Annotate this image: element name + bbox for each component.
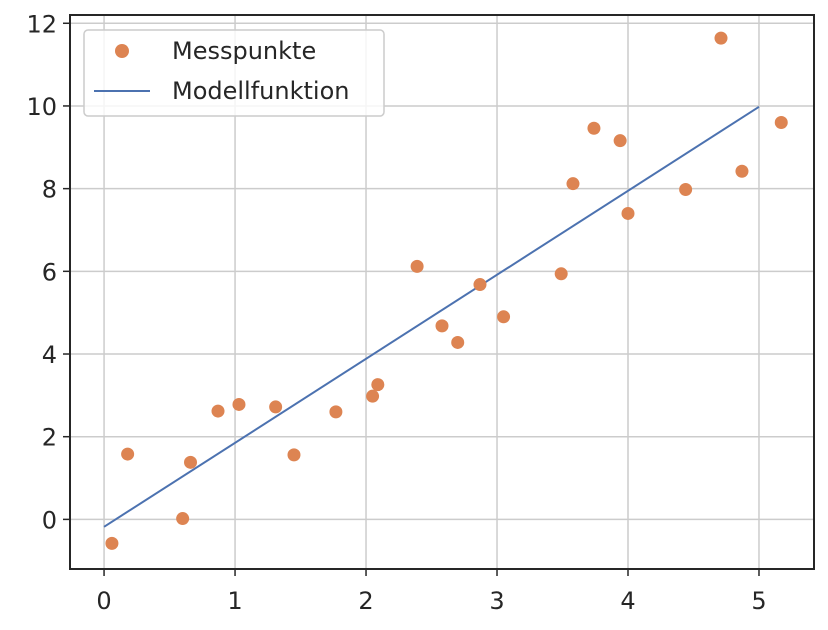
legend-label-messpunkte: Messpunkte [172,37,316,65]
axes-frame [69,14,815,570]
data-point [211,404,225,418]
data-point [176,512,190,526]
y-tick-label: 6 [42,258,57,286]
data-point [735,164,749,178]
data-point [121,447,135,461]
x-tick-label: 0 [96,587,111,615]
data-point [566,177,580,191]
data-point [473,278,487,292]
data-point [184,455,198,469]
legend-marker-messpunkte [115,44,129,58]
y-tick-label: 4 [42,341,57,369]
x-tick-label: 3 [489,587,504,615]
data-point [410,259,424,273]
data-point [714,31,728,45]
x-tick-label: 4 [620,587,635,615]
legend-label-modellfunktion: Modellfunktion [172,77,349,105]
x-tick-label: 1 [227,587,242,615]
data-point [587,121,601,135]
data-point [679,182,693,196]
model-line-layer [103,105,760,528]
data-point [269,400,283,414]
data-point [287,448,301,462]
data-point [105,536,119,550]
data-point [329,405,343,419]
data-point [497,310,511,324]
x-tick-label: 5 [751,587,766,615]
data-point [232,397,246,411]
data-point [435,319,449,333]
legend-box [83,29,385,117]
data-point [613,134,627,148]
data-point [371,378,385,392]
y-tick-label: 2 [42,424,57,452]
legend: Messpunkte Modellfunktion [83,29,385,117]
data-point [366,389,380,403]
data-point [554,267,568,281]
data-points-layer [105,31,788,550]
y-tick-label: 8 [42,176,57,204]
data-point [774,115,788,129]
data-point [621,206,635,220]
y-tick-label: 0 [42,506,57,534]
y-axis-ticks: 0 2 4 6 8 10 12 [26,10,70,534]
y-tick-label: 12 [26,10,57,38]
x-axis-ticks: 0 1 2 3 4 5 [96,569,767,615]
model-line [103,105,760,528]
data-point [451,335,465,349]
y-tick-label: 10 [26,93,57,121]
x-tick-label: 2 [358,587,373,615]
